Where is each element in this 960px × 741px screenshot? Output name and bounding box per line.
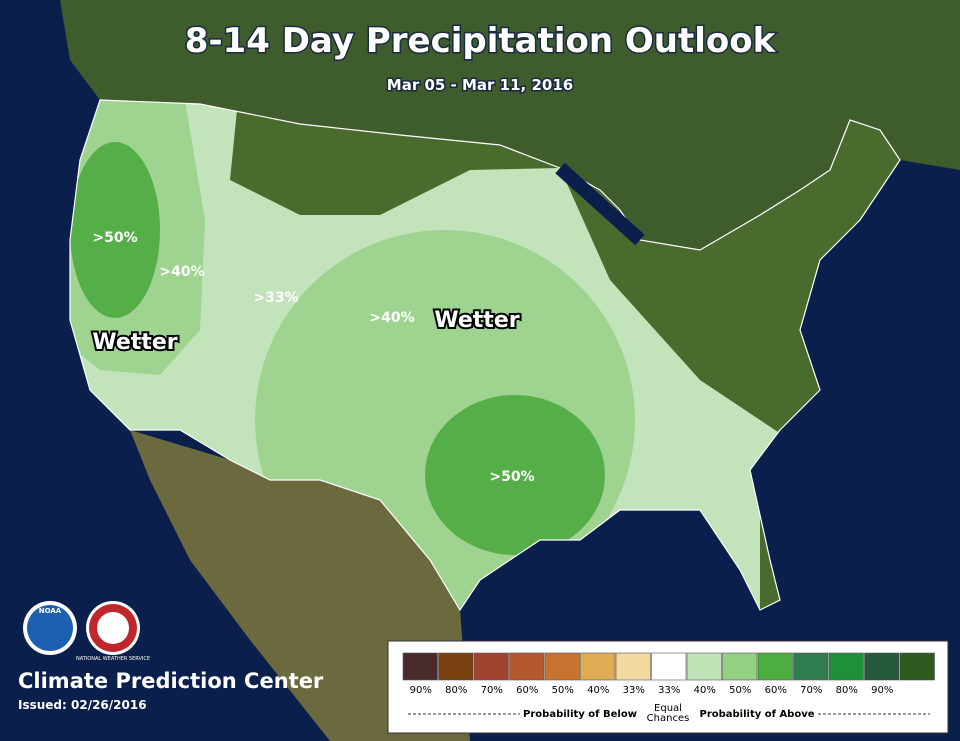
map-label: >40% [159,264,204,280]
legend-swatch [722,652,758,681]
legend-below: Probability of Below [523,709,637,720]
legend-label: 60% [765,685,787,696]
legend-equal: Equal [654,703,682,714]
agency: Climate Prediction Center [18,669,324,693]
legend-label: 50% [729,685,751,696]
mexico [130,430,470,741]
noaa-logo-inner [27,605,73,651]
legend-swatch [651,652,687,681]
legend-swatch [580,652,616,681]
legend-swatch [438,652,474,681]
nws-logo-inner [97,612,129,644]
legend-swatch [402,652,438,681]
legend-swatch [899,652,935,681]
legend-above: Probability of Above [699,709,814,720]
logos: NOAA NATIONAL WEATHER SERVICE [23,601,150,662]
area-50-west [70,142,160,318]
legend-label: 70% [800,685,822,696]
map-label: Wetter [92,330,177,355]
legend-label: 33% [658,685,680,696]
area-50-south [425,395,605,555]
legend-label: 40% [694,685,716,696]
legend-label: 50% [552,685,574,696]
legend-label: 80% [445,685,467,696]
map-label: >40% [369,310,414,326]
legend-swatch [864,652,900,681]
legend-swatch [793,652,829,681]
legend-label: 80% [836,685,858,696]
map-label: >50% [489,469,534,485]
title: 8-14 Day Precipitation Outlook [185,21,777,61]
legend-label: 40% [587,685,609,696]
legend-equal: Chances [647,713,690,724]
legend-swatch [686,652,722,681]
issued: Issued: 02/26/2016 [18,698,147,712]
legend-swatch [544,652,580,681]
legend-swatch [615,652,651,681]
map-label: >50% [92,230,137,246]
legend-label: 90% [410,685,432,696]
legend-swatch [509,652,545,681]
lake-michigan [555,162,645,246]
legend-label: 70% [481,685,503,696]
legend-label: 60% [516,685,538,696]
legend-swatch [828,652,864,681]
logo-text: NOAA [39,607,62,615]
legend-label: 33% [623,685,645,696]
canada [60,0,960,250]
logo-text: NATIONAL WEATHER SERVICE [76,656,150,662]
legend-label: 90% [871,685,893,696]
subtitle: Mar 05 - Mar 11, 2016 [387,76,573,94]
map-label: Wetter [434,308,519,333]
legend-swatch [473,652,509,681]
legend-swatch [757,652,793,681]
legend: Probability of Below Equal Chances Proba… [387,640,949,734]
map-label: >33% [253,290,298,306]
